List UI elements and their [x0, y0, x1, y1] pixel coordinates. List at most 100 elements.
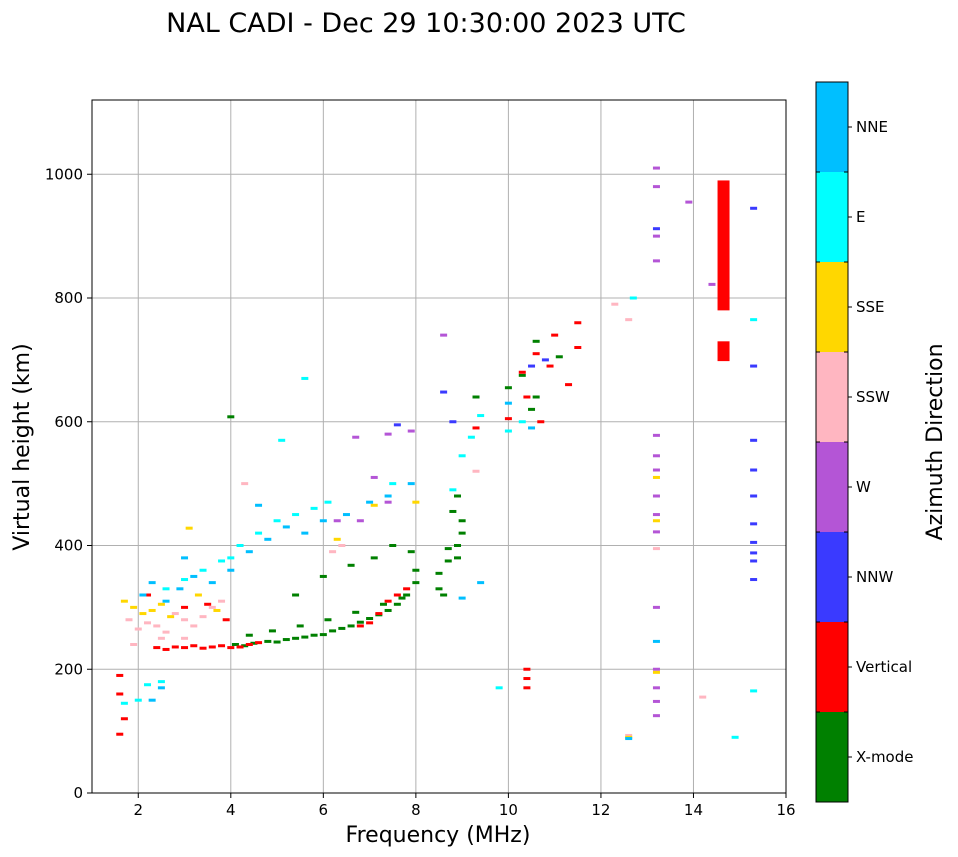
colorbar-tick-label: NNW	[856, 568, 893, 586]
plot-area	[92, 100, 786, 793]
data-point	[324, 500, 332, 504]
data-point	[319, 574, 327, 578]
data-point	[148, 608, 156, 612]
data-point	[652, 454, 660, 458]
data-point	[250, 641, 258, 645]
data-point	[268, 629, 276, 633]
colorbar-segment	[816, 82, 848, 172]
data-point	[652, 494, 660, 498]
data-point	[528, 407, 536, 411]
data-point	[458, 596, 466, 600]
data-point	[157, 602, 165, 606]
data-point	[181, 605, 189, 609]
data-point	[384, 494, 392, 498]
data-point	[236, 645, 244, 649]
y-tick-label: 400	[54, 537, 83, 555]
data-point	[236, 544, 244, 547]
data-point	[518, 420, 526, 424]
data-point	[218, 559, 226, 563]
data-point	[652, 468, 660, 472]
data-point	[120, 599, 128, 603]
data-point	[255, 531, 263, 535]
data-point	[139, 593, 147, 597]
data-point	[440, 390, 448, 394]
data-point	[444, 547, 452, 551]
data-point	[384, 432, 392, 436]
data-point	[329, 550, 337, 554]
data-point	[379, 602, 387, 606]
data-point	[652, 185, 660, 189]
data-point	[116, 673, 124, 677]
x-tick-label: 16	[776, 801, 795, 819]
data-point	[324, 618, 332, 622]
data-point	[342, 513, 350, 517]
data-point	[458, 519, 466, 523]
data-point	[652, 547, 660, 551]
data-point	[398, 596, 406, 600]
data-point	[338, 544, 346, 547]
colorbar-segment	[816, 442, 848, 532]
data-point	[652, 475, 660, 479]
data-point	[750, 364, 758, 368]
colorbar-tick-label: X-mode	[856, 748, 913, 766]
data-point	[750, 559, 758, 563]
data-point	[130, 605, 138, 609]
data-point	[241, 482, 249, 486]
data-point	[319, 633, 327, 637]
colorbar-segment	[816, 172, 848, 262]
data-point	[652, 513, 660, 517]
data-point	[144, 683, 152, 687]
data-point	[370, 475, 378, 479]
data-point	[190, 574, 198, 578]
x-axis: 2 4 6 8 10 12 14 16	[133, 793, 796, 819]
data-point	[537, 420, 545, 424]
data-point	[532, 339, 540, 343]
data-point	[652, 699, 660, 703]
data-point	[144, 621, 152, 625]
data-point	[472, 469, 480, 473]
data-point	[301, 531, 309, 535]
data-point	[366, 617, 374, 621]
data-point	[278, 438, 286, 442]
colorbar: X-mode Vertical NNW W SSW SSE E NNE	[815, 81, 913, 803]
data-point	[144, 593, 152, 597]
x-tick-label: 8	[411, 801, 421, 819]
y-tick-label: 800	[54, 289, 83, 307]
data-point	[375, 612, 383, 616]
data-point	[440, 593, 448, 597]
data-point	[292, 636, 300, 640]
data-point	[352, 435, 360, 439]
data-point	[116, 692, 124, 696]
y-tick-label: 1000	[45, 165, 83, 183]
colorbar-segment	[816, 712, 848, 802]
y-tick-label: 600	[54, 413, 83, 431]
data-point	[625, 737, 633, 741]
data-point	[134, 627, 142, 631]
data-point	[218, 644, 226, 648]
grid	[92, 100, 787, 794]
colorbar-tick-label: Vertical	[856, 658, 912, 676]
data-point	[181, 618, 189, 622]
data-point	[393, 602, 401, 606]
x-tick-label: 10	[499, 801, 518, 819]
x-tick-label: 6	[319, 801, 329, 819]
data-point	[245, 633, 253, 637]
data-point	[185, 526, 193, 530]
data-point	[231, 643, 239, 646]
data-point	[162, 647, 170, 651]
data-point	[518, 373, 526, 377]
data-bar	[717, 341, 730, 362]
data-point	[130, 643, 138, 646]
data-point	[532, 395, 540, 399]
x-axis-label: Frequency (MHz)	[346, 823, 531, 848]
data-point	[444, 559, 452, 563]
data-point	[227, 415, 235, 419]
data-point	[120, 701, 128, 705]
data-point	[523, 667, 531, 671]
colorbar-tick-label: SSE	[856, 298, 885, 316]
data-point	[213, 608, 221, 612]
colorbar-segment	[816, 532, 848, 622]
data-point	[176, 587, 184, 591]
data-point	[162, 630, 170, 634]
